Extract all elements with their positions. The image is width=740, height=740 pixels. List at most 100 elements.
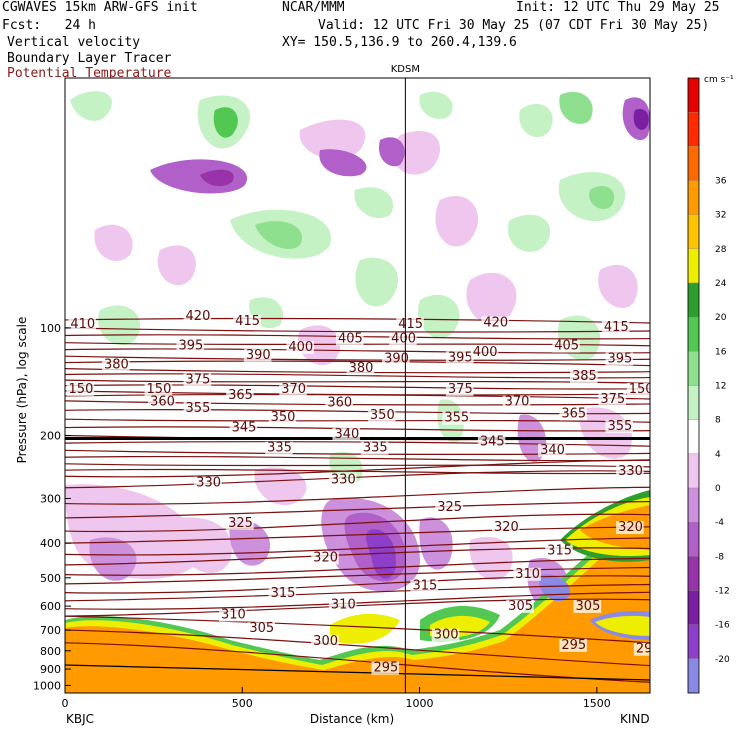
theta-label-bg: [194, 476, 222, 490]
theta-label-bg: [265, 441, 293, 455]
theta-contour: [65, 526, 650, 544]
field-boundary-layer-tracer: Boundary Layer Tracer: [7, 51, 172, 66]
theta-label: 415: [604, 320, 629, 335]
theta-label-bg: [431, 628, 460, 642]
theta-label: 335: [363, 441, 388, 456]
colorbar-swatch: [687, 282, 700, 318]
colorbar-label: -8: [715, 552, 724, 562]
colorbar-swatch: [687, 351, 700, 386]
colorbar-swatch: [687, 487, 700, 523]
theta-label-bg: [68, 317, 96, 331]
theta-label-bg: [176, 339, 205, 353]
theta-label-bg: [367, 409, 396, 423]
theta-contour: [65, 486, 650, 505]
valid-time: Valid: 12 UTC Fri 30 May 25 (07 CDT Fri …: [318, 18, 710, 33]
theta-label: 300: [313, 634, 338, 649]
theta-label-bg: [605, 419, 634, 433]
theta-label: 150: [147, 382, 172, 397]
colorbar-label: 12: [715, 382, 726, 392]
theta-label-bg: [616, 521, 644, 535]
colorbar-label: 36: [715, 177, 727, 187]
theta-label: 340: [334, 427, 359, 442]
theta-label-bg: [311, 551, 339, 565]
theta-label-bg: [268, 586, 297, 600]
theta-label: 365: [561, 406, 586, 421]
theta-label: 330: [618, 464, 643, 479]
colorbar-label: 0: [715, 484, 721, 494]
theta-label: 330: [196, 476, 221, 491]
theta-label-bg: [183, 373, 212, 387]
colorbar-label: -12: [715, 587, 730, 597]
theta-label-bg: [243, 348, 272, 362]
colorbar-swatch: [687, 419, 700, 454]
theta-label-bg: [219, 608, 247, 622]
theta-label-bg: [573, 599, 602, 613]
theta-label-bg: [332, 427, 361, 441]
theta-label-bg: [445, 382, 474, 396]
theta-label: 395: [178, 339, 203, 354]
theta-label: 390: [246, 348, 271, 363]
theta-label: 405: [554, 339, 579, 354]
theta-label: 295: [373, 661, 398, 676]
xy-range: XY= 150.5,136.9 to 260.4,139.6: [282, 35, 517, 50]
theta-label: 370: [281, 382, 306, 397]
theta-label-bg: [226, 516, 254, 530]
theta-label: 310: [221, 608, 246, 623]
theta-label: 345: [232, 421, 257, 436]
y-axis-title: Pressure (hPa), log scale: [15, 317, 29, 464]
theta-label: 375: [186, 372, 211, 387]
theta-label: 300: [434, 628, 459, 643]
theta-label-bg: [559, 638, 587, 652]
colorbar-swatch: [687, 214, 700, 249]
theta-label-bg: [570, 370, 598, 384]
theta-label: 320: [494, 520, 519, 535]
colorbar-swatch: [687, 112, 700, 147]
colorbar-swatch: [687, 453, 700, 489]
theta-contour: [65, 629, 650, 667]
theta-label-bg: [616, 465, 644, 479]
theta-label: 380: [349, 361, 374, 376]
theta-label: 360: [327, 396, 352, 411]
theta-label-bg: [311, 634, 339, 648]
theta-label-bg: [233, 314, 261, 328]
theta-label-bg: [389, 332, 417, 346]
theta-contour: [65, 598, 650, 617]
theta-label-bg: [410, 579, 439, 593]
theta-label: 295: [636, 642, 661, 657]
colorbar-frame: [687, 77, 700, 694]
theta-contour: [65, 468, 650, 475]
theta-label-bg: [545, 544, 573, 558]
theta-label: 330: [331, 472, 356, 487]
colorbar-label: 24: [715, 279, 727, 289]
theta-contour: [65, 327, 650, 333]
theta-contour: [65, 348, 650, 354]
theta-label: 365: [228, 388, 253, 403]
x-tick-label: 1500: [583, 697, 611, 710]
theta-label: 310: [515, 567, 540, 582]
forecast-hour: Fcst: 24 h: [2, 18, 96, 33]
theta-label: 150: [629, 382, 654, 397]
y-tick-label: 500: [40, 572, 61, 585]
y-tick-label: 600: [40, 600, 61, 613]
theta-label-bg: [183, 402, 212, 416]
x-tick-label: 1000: [406, 697, 434, 710]
theta-label-bg: [346, 362, 375, 376]
theta-contour: [65, 557, 650, 576]
theta-contour: [65, 360, 650, 367]
theta-label-bg: [328, 473, 357, 487]
colorbar-swatch: [687, 180, 700, 215]
theta-contour: [65, 426, 650, 432]
theta-label: 325: [228, 516, 253, 531]
theta-label-bg: [442, 411, 470, 425]
theta-label-bg: [492, 521, 520, 535]
theta-label: 360: [150, 395, 175, 410]
theta-label-bg: [477, 435, 506, 449]
x-tick-label: 0: [62, 697, 69, 710]
colorbar-swatch: [687, 77, 700, 113]
colorbar-label: 16: [715, 347, 727, 357]
theta-label: 370: [505, 395, 530, 410]
theta-label: 355: [186, 401, 211, 416]
theta-contour: [65, 317, 650, 324]
theta-label-bg: [470, 346, 499, 360]
